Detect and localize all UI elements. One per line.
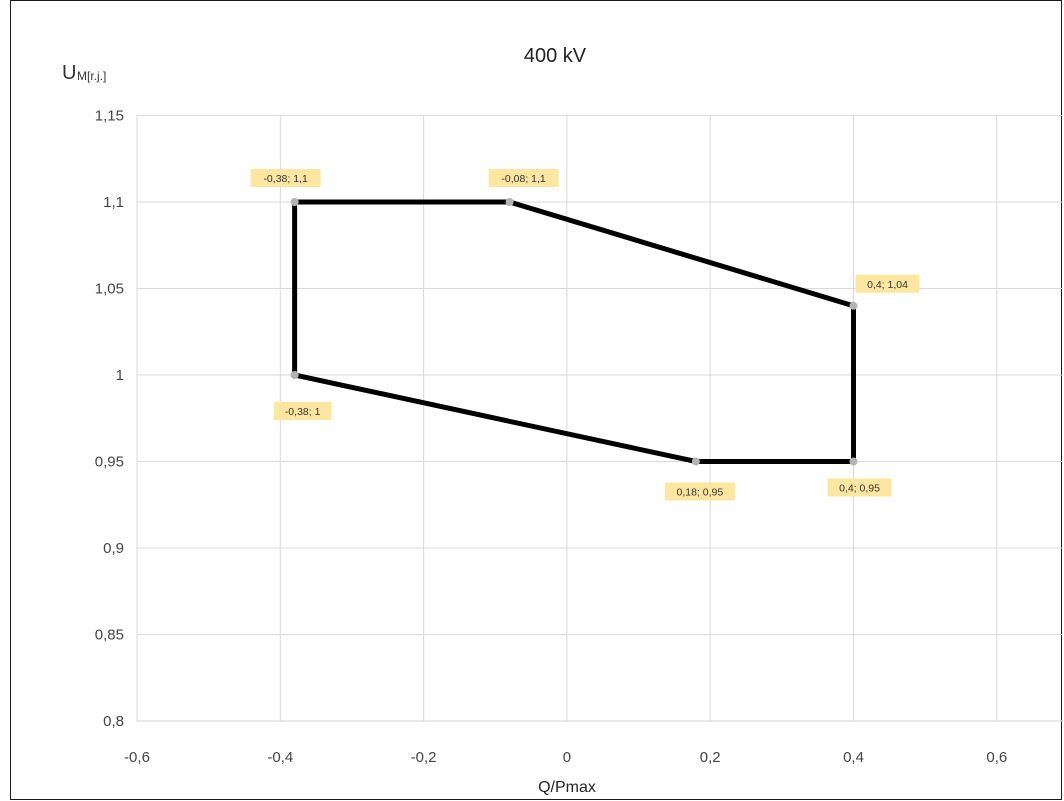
chart-frame: 0,8 0,85 0,9 0,95 1 1,05 1,1 1,15 -0,6 -0,4 -0,2 0 0… — [10, 0, 1063, 800]
y-tick-label: 1 — [116, 367, 124, 384]
data-point-marker — [290, 198, 299, 206]
data-label-text: 0,4; 1,04 — [867, 279, 908, 291]
x-tick-label: -0,2 — [411, 749, 437, 766]
tick-labels: 0,8 0,85 0,9 0,95 1 1,05 1,1 1,15 -0,6 -0,4 -0,2 0 0… — [95, 108, 1007, 767]
y-axis-title-main: U — [62, 62, 76, 84]
data-label-text: -0,38; 1,1 — [263, 173, 308, 185]
x-tick-label: 0,6 — [986, 749, 1007, 766]
data-label: -0,38; 1 — [273, 402, 332, 420]
chart-title: 400 kV — [524, 45, 587, 67]
y-axis-title-subscript: M[r.j.] — [77, 69, 106, 83]
x-tick-label: -0,6 — [124, 749, 150, 766]
data-label-background — [273, 402, 332, 420]
data-label-background — [488, 169, 559, 187]
y-tick-label: 0,95 — [95, 454, 124, 471]
y-tick-label: 0,85 — [95, 627, 124, 644]
x-tick-label: 0,4 — [843, 749, 864, 766]
y-tick-label: 0,9 — [103, 540, 124, 557]
data-label-text: 0,18; 0,95 — [677, 487, 724, 499]
series-line — [292, 199, 856, 464]
y-tick-label: 1,15 — [95, 108, 124, 125]
data-label-background — [827, 478, 892, 497]
x-tick-label: 0 — [563, 749, 571, 766]
x-tick-label: -0,4 — [267, 749, 293, 766]
data-labels-group: -0,38; 1,1 -0,08; 1,1 0,4; 1,04 0,4; 0,95 0,… — [250, 169, 920, 501]
data-label: 0,4; 1,04 — [855, 274, 920, 293]
data-label: -0,38; 1,1 — [250, 169, 321, 187]
y-axis-title: U M[r.j.] — [62, 62, 106, 84]
data-label-text: 0,4; 0,95 — [839, 483, 880, 495]
data-label-background — [664, 482, 735, 501]
data-label-background — [855, 274, 920, 293]
chart-svg: 0,8 0,85 0,9 0,95 1 1,05 1,1 1,15 -0,6 -0,4 -0,2 0 0… — [62, 45, 1063, 796]
series-group — [290, 198, 858, 466]
data-point-marker — [691, 457, 700, 466]
x-tick-label: 0,2 — [700, 749, 721, 766]
data-point-marker — [849, 301, 858, 310]
data-point-marker — [849, 457, 858, 466]
data-point-marker — [290, 371, 299, 379]
y-tick-label: 0,8 — [103, 713, 124, 730]
data-label: 0,4; 0,95 — [827, 478, 892, 497]
x-axis-title: Q/Pmax — [538, 779, 596, 796]
data-label: -0,08; 1,1 — [488, 169, 559, 187]
data-label-text: -0,38; 1 — [285, 406, 321, 418]
data-label: 0,18; 0,95 — [664, 482, 735, 501]
y-tick-label: 1,05 — [95, 281, 124, 298]
data-label-background — [250, 169, 321, 187]
data-point-marker — [505, 198, 514, 206]
y-tick-label: 1,1 — [103, 194, 124, 211]
data-label-text: -0,08; 1,1 — [501, 173, 546, 185]
